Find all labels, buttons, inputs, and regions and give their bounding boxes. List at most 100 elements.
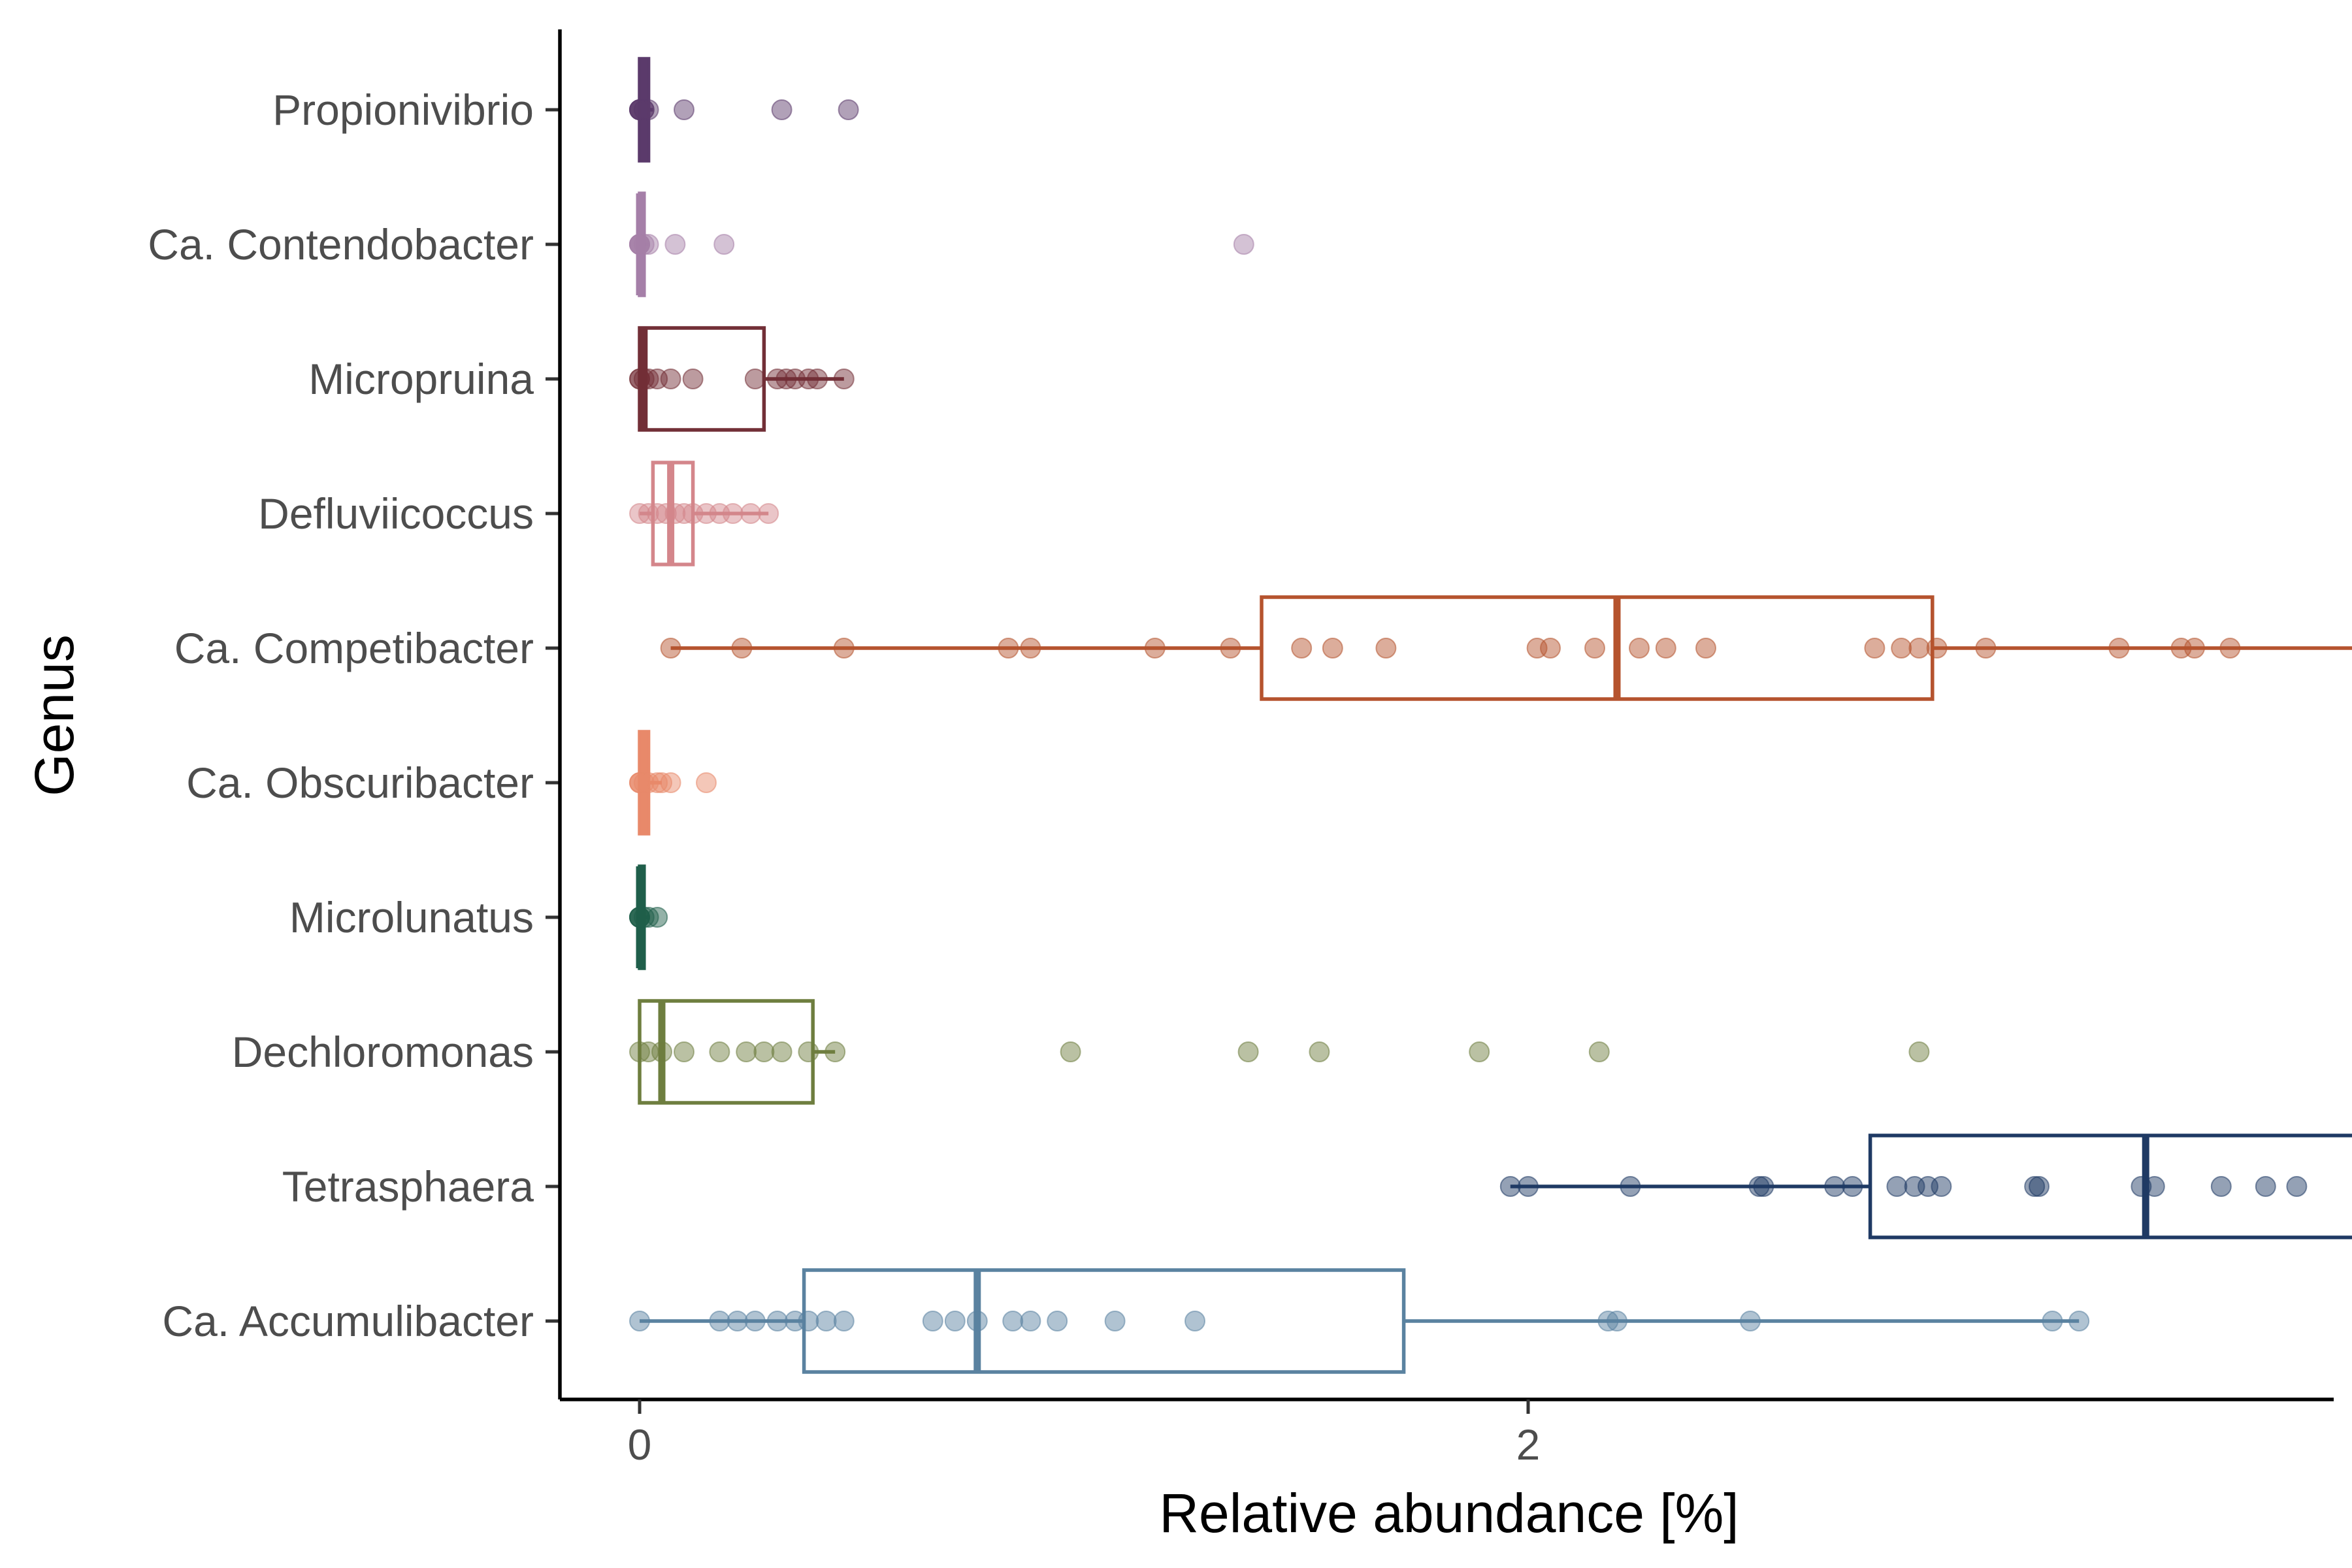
y-axis-title: Genus (24, 634, 85, 796)
data-point (944, 1311, 966, 1331)
data-point (1499, 1176, 1521, 1197)
data-point (833, 638, 855, 659)
data-point (736, 1041, 757, 1062)
data-point (638, 907, 659, 928)
boxplot-ca-accumulibacter (629, 1268, 2090, 1374)
y-tick-label: Propionivibrio (272, 86, 534, 134)
data-point (629, 1311, 650, 1331)
data-point (922, 1311, 943, 1331)
data-point (1891, 638, 1912, 659)
data-point (629, 907, 650, 928)
data-point (825, 1041, 846, 1062)
data-point (651, 772, 672, 793)
data-point (1908, 1041, 1930, 1062)
data-point (633, 234, 655, 255)
data-point (682, 368, 704, 389)
data-point (1322, 638, 1343, 659)
data-point (1655, 638, 1676, 659)
data-point (833, 1311, 855, 1331)
data-point (1233, 234, 1254, 255)
data-point (1060, 1041, 1081, 1062)
boxplot-micropruina (629, 326, 855, 432)
data-point (1908, 638, 1930, 659)
box (1868, 1134, 2352, 1239)
boxplot-defluviicoccus (629, 461, 779, 566)
data-point (798, 1311, 819, 1331)
data-point (807, 368, 828, 389)
data-point (629, 1041, 650, 1062)
data-point (1144, 638, 1166, 659)
data-point (766, 368, 788, 389)
data-point (1740, 1311, 1761, 1331)
boxplot-microlunatus (629, 864, 668, 970)
x-axis-title: Relative abundance [%] (1159, 1482, 1739, 1544)
data-point (2029, 1176, 2050, 1197)
data-point (638, 234, 659, 255)
box (638, 999, 815, 1105)
data-point (753, 1041, 775, 1062)
data-point (674, 99, 694, 120)
data-point (727, 1311, 748, 1331)
y-tick-label: Micropruina (308, 355, 534, 403)
boxplot-ca-contendobacter (629, 191, 1254, 297)
data-point (651, 1041, 672, 1062)
data-point (798, 1041, 819, 1062)
data-point (2210, 1176, 2232, 1197)
data-point (2255, 1176, 2276, 1197)
data-point (1824, 1176, 1846, 1197)
y-tick-label: Dechloromonas (232, 1028, 534, 1076)
data-point (1375, 638, 1397, 659)
boxplot-ca-competibacter (660, 595, 2352, 701)
data-point (771, 1041, 792, 1062)
data-point (629, 234, 650, 255)
data-point (674, 1041, 694, 1062)
data-point (664, 503, 686, 524)
data-point (1975, 638, 1997, 659)
data-point (1104, 1311, 1126, 1331)
data-point (1540, 638, 1561, 659)
data-point (1620, 1176, 1641, 1197)
data-point (633, 99, 655, 120)
data-point (696, 772, 717, 793)
data-point (1184, 1311, 1205, 1331)
data-point (1597, 1311, 1619, 1331)
data-point (629, 772, 650, 793)
boxplot-tetrasphaera (1499, 1134, 2352, 1239)
plot-marks (629, 57, 2352, 1374)
data-point (1695, 638, 1716, 659)
data-point (1518, 1176, 1539, 1197)
data-point (1469, 1041, 1490, 1062)
data-point (2108, 638, 2130, 659)
data-point (660, 368, 681, 389)
data-point (815, 1311, 837, 1331)
data-point (709, 1311, 730, 1331)
y-tick-label: Microlunatus (289, 893, 534, 941)
data-point (647, 907, 668, 928)
y-tick-label: Ca. Accumulibacter (162, 1297, 534, 1345)
data-point (2024, 1176, 2046, 1197)
data-point (1020, 638, 1041, 659)
y-tick-label: Ca. Competibacter (174, 624, 534, 672)
x-tick-label: 0 (628, 1420, 652, 1469)
data-point (713, 234, 735, 255)
data-point (776, 368, 797, 389)
boxplot-dechloromonas (629, 999, 1930, 1105)
boxplot-ca-obscuribacter (629, 730, 717, 836)
data-point (833, 368, 855, 389)
y-tick-label: Tetrasphaera (282, 1162, 534, 1211)
data-point (1588, 1041, 1610, 1062)
data-point (1020, 1311, 1041, 1331)
data-point (966, 1311, 988, 1331)
data-point (998, 638, 1019, 659)
data-point (655, 503, 677, 524)
x-tick-label: 2 (1516, 1420, 1541, 1469)
data-point (1886, 1176, 1908, 1197)
data-point (638, 503, 659, 524)
boxplot-propionivibrio (629, 57, 859, 163)
data-point (2144, 1176, 2165, 1197)
data-point (1864, 638, 1886, 659)
data-point (722, 503, 743, 524)
x-axis: 0246 (560, 1397, 2334, 1469)
data-point (647, 503, 668, 524)
